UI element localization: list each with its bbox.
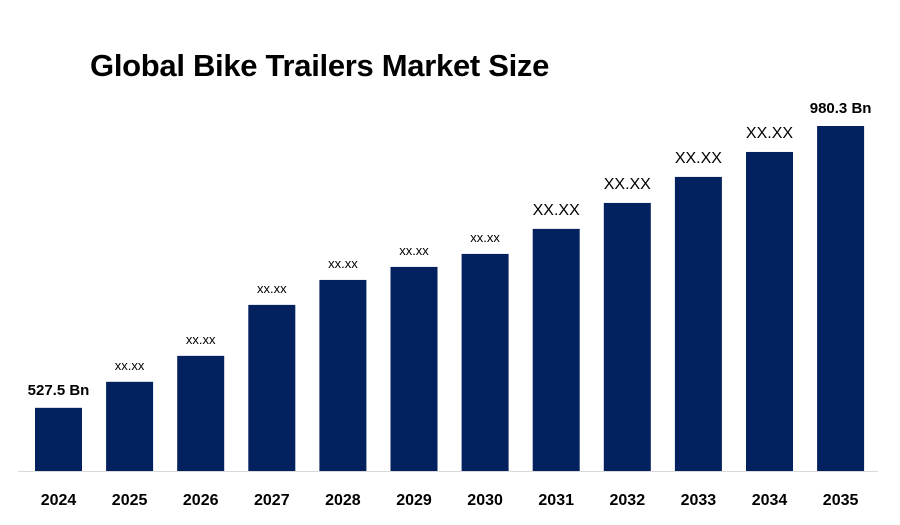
x-tick-label-2035: 2035 xyxy=(823,492,859,509)
data-label-2029: xx.xx xyxy=(399,243,429,258)
x-tick-label-2024: 2024 xyxy=(41,492,77,509)
x-tick-label-2028: 2028 xyxy=(325,492,361,509)
x-tick-label-2029: 2029 xyxy=(396,492,432,509)
bar-2027 xyxy=(248,304,296,471)
bar-2035 xyxy=(817,126,865,471)
data-label-2033: XX.XX xyxy=(675,150,722,167)
data-label-2035: 980.3 Bn xyxy=(810,100,872,117)
x-tick-label-2026: 2026 xyxy=(183,492,219,509)
bar-2028 xyxy=(319,279,367,471)
x-tick-label-2031: 2031 xyxy=(538,492,574,509)
data-label-2026: xx.xx xyxy=(186,332,216,347)
bar-2030 xyxy=(461,253,509,471)
x-tick-label-2030: 2030 xyxy=(467,492,503,509)
data-label-2027: xx.xx xyxy=(257,281,287,296)
x-tick-label-2025: 2025 xyxy=(112,492,148,509)
x-tick-label-2034: 2034 xyxy=(752,492,788,509)
chart-title: Global Bike Trailers Market Size xyxy=(90,48,550,83)
bar-2024 xyxy=(35,407,82,471)
bar-2034 xyxy=(746,151,793,472)
x-tick-label-2033: 2033 xyxy=(681,492,717,509)
bar-2032 xyxy=(603,202,651,472)
bar-2029 xyxy=(390,266,438,471)
bar-2031 xyxy=(532,228,580,471)
x-tick-label-2027: 2027 xyxy=(254,492,290,509)
data-label-2025: xx.xx xyxy=(115,358,145,373)
bar-2025 xyxy=(106,381,154,471)
data-label-2024: 527.5 Bn xyxy=(28,382,90,399)
data-label-2032: XX.XX xyxy=(604,176,651,193)
data-label-2031: XX.XX xyxy=(533,202,580,219)
data-label-2028: xx.xx xyxy=(328,256,358,271)
data-label-2030: xx.xx xyxy=(470,230,500,245)
bar-2033 xyxy=(674,176,722,472)
x-tick-label-2032: 2032 xyxy=(610,492,646,509)
data-label-2034: XX.XX xyxy=(746,125,793,142)
bar-2026 xyxy=(177,355,225,471)
